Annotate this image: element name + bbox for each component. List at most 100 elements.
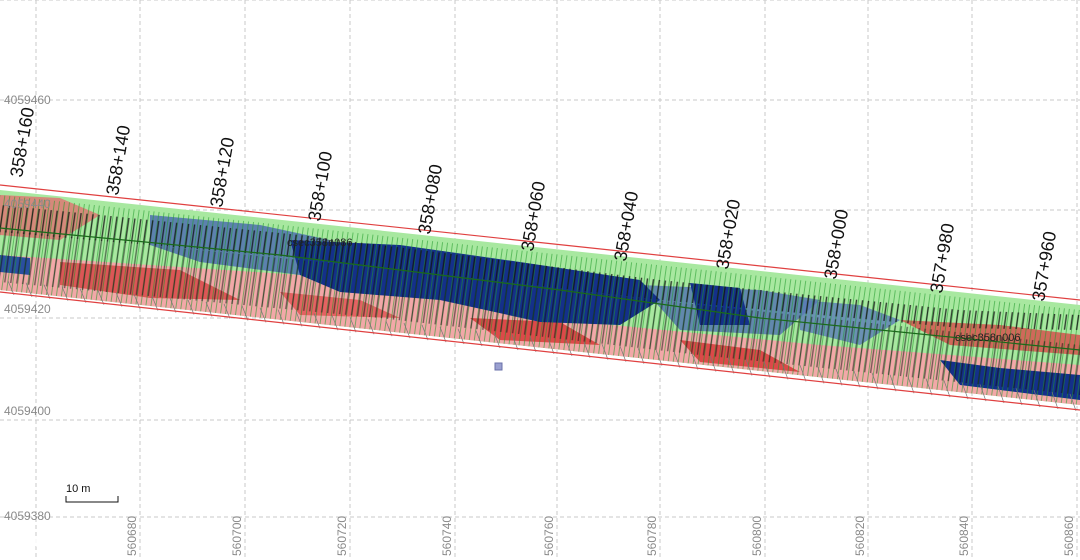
section-tick [817, 366, 825, 384]
section-tick [43, 284, 51, 299]
easting-label: 560700 [230, 516, 244, 556]
easting-label: 560680 [125, 516, 139, 556]
northing-label: 4059380 [4, 509, 51, 523]
easting-label: 560800 [750, 516, 764, 556]
section-tick [313, 313, 321, 329]
section-tick [115, 292, 123, 307]
section-tick [529, 336, 537, 353]
easting-label: 560840 [957, 516, 971, 556]
section-tick [853, 370, 861, 388]
section-tick [1069, 393, 1077, 412]
section-tick [475, 330, 483, 347]
northing-label: 4059460 [4, 93, 51, 107]
section-tick [601, 343, 609, 360]
section-tick [907, 376, 915, 394]
station-label: 358+040 [610, 190, 642, 263]
section-tick [421, 324, 429, 341]
section-tick [205, 301, 213, 317]
section-tick [385, 320, 393, 337]
section-tick [619, 345, 627, 362]
station-label: 358+060 [517, 180, 549, 253]
section-tick [799, 365, 807, 382]
section-tick [655, 349, 663, 366]
section-tick [745, 359, 753, 376]
station-label: 358+120 [206, 136, 238, 209]
section-tick [457, 328, 465, 345]
section-tick [709, 355, 717, 372]
cross-section-ticks [7, 280, 1077, 412]
easting-label: 560780 [645, 516, 659, 556]
section-tick [565, 340, 573, 356]
section-tick [367, 319, 375, 335]
watermark: 大数跨域 [35, 533, 120, 552]
easting-label: 560860 [1062, 516, 1076, 556]
station-label: 358+140 [102, 124, 134, 197]
northing-label: 4059420 [4, 302, 51, 316]
section-label-2: csec358n006 [955, 332, 1020, 344]
section-tick [943, 380, 951, 398]
section-tick [241, 305, 249, 321]
section-tick [835, 368, 843, 386]
easting-label: 560820 [853, 516, 867, 556]
section-tick [637, 347, 645, 364]
station-label: 358+100 [304, 150, 336, 223]
section-tick [763, 361, 771, 378]
watermark-logo-icon [35, 533, 53, 551]
section-tick [61, 286, 69, 301]
section-tick [511, 334, 519, 351]
station-label: 358+160 [6, 106, 38, 179]
section-tick [259, 307, 267, 323]
section-tick [97, 290, 105, 305]
section-tick [1015, 388, 1023, 406]
section-tick [1033, 389, 1041, 408]
section-tick [223, 303, 231, 319]
section-tick [979, 384, 987, 402]
section-tick [493, 332, 501, 349]
station-label: 357+980 [926, 222, 958, 295]
section-tick [187, 299, 195, 315]
section-tick [439, 326, 447, 343]
watermark-text: 大数跨域 [56, 533, 120, 552]
section-tick [25, 282, 33, 297]
section-tick [79, 288, 87, 303]
section-tick [151, 296, 159, 311]
section-tick [7, 280, 15, 296]
section-label-1: csec358n086 [287, 237, 352, 249]
section-tick [403, 322, 411, 339]
section-tick [169, 297, 177, 313]
scale-bar: 10 m [65, 483, 119, 503]
survey-point-marker[interactable] [494, 362, 503, 371]
northing-label: 4059400 [4, 404, 51, 418]
station-label: 358+080 [414, 163, 446, 236]
easting-label: 560720 [335, 516, 349, 556]
section-tick [133, 294, 141, 309]
section-tick [727, 357, 735, 374]
section-tick [889, 374, 897, 392]
section-tick [961, 382, 969, 400]
corridor-boundary-north [0, 184, 1080, 301]
northing-label: 4059440 [4, 197, 51, 211]
section-tick [871, 372, 879, 390]
section-tick [673, 351, 681, 368]
section-tick [277, 309, 285, 325]
section-tick [547, 338, 555, 355]
section-tick [1051, 391, 1059, 410]
section-tick [349, 317, 357, 333]
section-tick [583, 342, 591, 358]
section-tick [781, 363, 789, 380]
terrain-surface [0, 190, 1080, 405]
alignment-centerline [0, 227, 1080, 351]
easting-label: 560760 [542, 516, 556, 556]
station-label: 357+960 [1028, 230, 1060, 303]
section-tick [997, 386, 1005, 404]
section-tick [295, 311, 303, 327]
scale-bar-label: 10 m [66, 483, 90, 495]
section-tick [331, 315, 339, 331]
station-label: 358+000 [820, 208, 852, 281]
easting-label: 560740 [440, 516, 454, 556]
section-tick [925, 378, 933, 396]
corridor-boundary-south [0, 291, 1080, 411]
station-label: 358+020 [712, 198, 744, 271]
